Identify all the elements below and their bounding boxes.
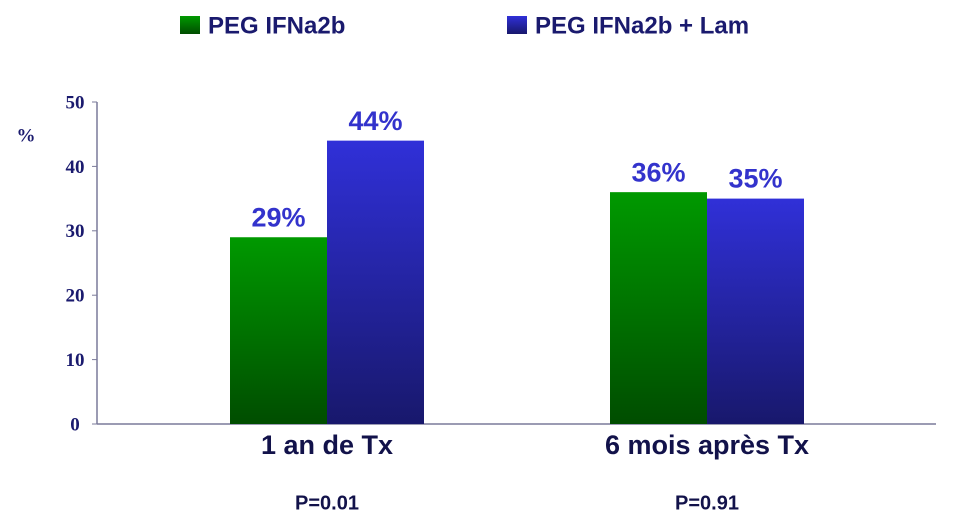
y-tick-label: 10 xyxy=(66,350,85,371)
y-tick-label: 50 xyxy=(66,92,85,113)
y-axis-label: % xyxy=(17,125,36,146)
legend-swatch xyxy=(507,16,527,34)
data-label: 44% xyxy=(348,106,402,136)
data-label: 36% xyxy=(631,157,685,187)
legend-label: PEG IFNa2b xyxy=(208,12,345,39)
legend-swatch xyxy=(180,16,200,34)
y-tick-label: 40 xyxy=(66,157,85,178)
y-tick-label: 20 xyxy=(66,286,85,307)
bar xyxy=(707,198,804,424)
x-tick-label: 1 an de Tx xyxy=(261,430,393,460)
y-tick-label: 30 xyxy=(66,221,85,242)
bar xyxy=(230,237,327,424)
bar xyxy=(610,192,707,424)
data-label: 35% xyxy=(728,164,782,194)
annotation: P=0.01 xyxy=(295,492,359,514)
x-tick-label: 6 mois après Tx xyxy=(605,430,809,460)
annotation: P=0.91 xyxy=(675,492,739,514)
data-label: 29% xyxy=(251,202,305,232)
legend-label: PEG IFNa2b + Lam xyxy=(535,12,749,39)
y-tick-label: 0 xyxy=(70,414,80,435)
bar xyxy=(327,140,424,424)
